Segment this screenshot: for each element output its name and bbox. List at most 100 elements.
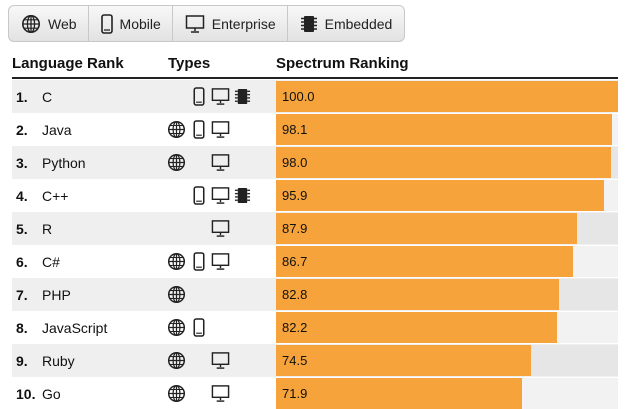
ranking-bar-track: 98.1 <box>276 114 618 145</box>
ranking-bar-track: 98.0 <box>276 147 618 178</box>
monitor-icon <box>211 351 230 370</box>
rank-number: 1. <box>16 88 28 105</box>
ranking-bar <box>276 180 604 211</box>
ranking-bar-track: 82.2 <box>276 312 618 343</box>
ranking-bar <box>276 213 577 244</box>
monitor-icon <box>185 14 205 34</box>
monitor-icon <box>211 252 230 271</box>
rank-number: 8. <box>16 319 28 336</box>
monitor-icon <box>211 384 230 403</box>
table-row[interactable]: 5. R 87.9 <box>12 212 618 245</box>
monitor-icon <box>211 153 230 172</box>
language-name[interactable]: R <box>42 220 53 237</box>
monitor-icon <box>211 120 230 139</box>
type-icons <box>167 311 257 344</box>
chip-icon <box>233 186 252 205</box>
ranking-bar-track: 87.9 <box>276 213 618 244</box>
ranking-bar-track: 74.5 <box>276 345 618 376</box>
ranking-score: 95.9 <box>282 188 308 203</box>
mobile-phone-icon <box>189 252 208 271</box>
types-header: Types <box>168 55 211 72</box>
language-name[interactable]: C <box>42 88 53 105</box>
filter-enterprise-label: Enterprise <box>211 15 276 32</box>
language-name[interactable]: Python <box>42 154 86 171</box>
mobile-phone-icon <box>189 318 208 337</box>
ranking-bar-track: 82.8 <box>276 279 618 310</box>
rank-number: 4. <box>16 187 28 204</box>
rank-number: 9. <box>16 352 28 369</box>
type-filter-bar: Web Mobile Enterprise Embedded <box>8 5 405 42</box>
ranking-score: 98.0 <box>282 155 308 170</box>
filter-embedded-button[interactable]: Embedded <box>288 6 404 41</box>
ranking-bar <box>276 279 560 310</box>
globe-icon <box>21 14 41 34</box>
rank-number: 6. <box>16 253 28 270</box>
ranking-score: 82.8 <box>282 287 308 302</box>
chip-icon <box>300 14 318 34</box>
ranking-score: 82.2 <box>282 320 308 335</box>
rank-number: 5. <box>16 220 28 237</box>
type-icons <box>167 146 257 179</box>
table-row[interactable]: 8. JavaScript 82.2 <box>12 311 618 344</box>
monitor-icon <box>211 186 230 205</box>
table-row[interactable]: 10. Go 71.9 <box>12 377 618 409</box>
mobile-phone-icon <box>189 87 208 106</box>
type-icons <box>167 377 257 409</box>
mobile-phone-icon <box>100 13 113 34</box>
ranking-score: 86.7 <box>282 254 308 269</box>
language-name[interactable]: PHP <box>42 286 71 303</box>
language-rank-header[interactable]: Language Rank <box>12 55 124 72</box>
language-name[interactable]: Go <box>42 385 61 402</box>
table-row[interactable]: 1. C 100.0 <box>12 80 618 113</box>
rank-number: 10. <box>16 385 36 402</box>
filter-mobile-label: Mobile <box>119 15 161 32</box>
globe-icon <box>167 252 186 271</box>
globe-icon <box>167 120 186 139</box>
globe-icon <box>167 384 186 403</box>
table-row[interactable]: 6. C# 86.7 <box>12 245 618 278</box>
filter-mobile-button[interactable]: Mobile <box>89 6 173 41</box>
ranking-bar <box>276 312 558 343</box>
type-icons <box>167 113 257 146</box>
ranking-bar <box>276 246 573 277</box>
language-name[interactable]: Java <box>42 121 72 138</box>
filter-web-label: Web <box>48 15 77 32</box>
header-divider <box>12 77 618 79</box>
ranking-bar-track: 86.7 <box>276 246 618 277</box>
type-icons <box>167 344 257 377</box>
ranking-bar <box>276 81 618 112</box>
language-name[interactable]: Ruby <box>42 352 75 369</box>
table-row[interactable]: 4. C++ 95.9 <box>12 179 618 212</box>
monitor-icon <box>211 87 230 106</box>
globe-icon <box>167 318 186 337</box>
filter-web-button[interactable]: Web <box>9 6 89 41</box>
ranking-score: 74.5 <box>282 353 308 368</box>
language-name[interactable]: C++ <box>42 187 69 204</box>
filter-embedded-label: Embedded <box>324 15 393 32</box>
rank-number: 2. <box>16 121 28 138</box>
ranking-bar <box>276 378 522 409</box>
rank-number: 3. <box>16 154 28 171</box>
rank-number: 7. <box>16 286 28 303</box>
globe-icon <box>167 351 186 370</box>
type-icons <box>167 212 257 245</box>
ranking-bar <box>276 147 612 178</box>
language-name[interactable]: JavaScript <box>42 319 108 336</box>
table-row[interactable]: 9. Ruby 74.5 <box>12 344 618 377</box>
ranking-bar <box>276 345 531 376</box>
language-name[interactable]: C# <box>42 253 60 270</box>
ranking-bar <box>276 114 612 145</box>
filter-enterprise-button[interactable]: Enterprise <box>173 6 288 41</box>
chip-icon <box>233 87 252 106</box>
table-row[interactable]: 3. Python 98.0 <box>12 146 618 179</box>
globe-icon <box>167 153 186 172</box>
spectrum-ranking-header[interactable]: Spectrum Ranking <box>276 55 409 72</box>
table-row[interactable]: 7. PHP 82.8 <box>12 278 618 311</box>
ranking-bar-track: 100.0 <box>276 81 618 112</box>
mobile-phone-icon <box>189 186 208 205</box>
ranking-score: 71.9 <box>282 386 308 401</box>
table-row[interactable]: 2. Java 98.1 <box>12 113 618 146</box>
type-icons <box>167 179 257 212</box>
ranking-bar-track: 71.9 <box>276 378 618 409</box>
mobile-phone-icon <box>189 120 208 139</box>
